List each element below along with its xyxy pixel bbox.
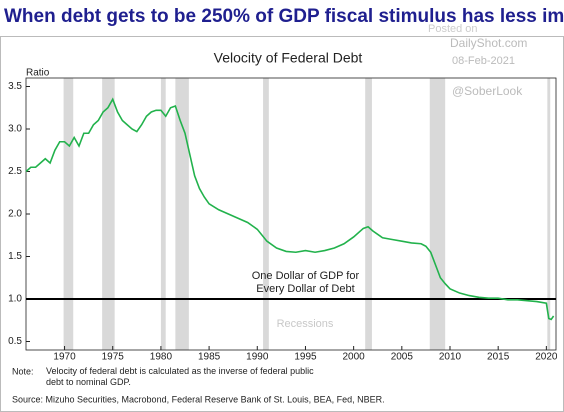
x-tick-label: 1980 xyxy=(150,352,173,363)
page-title: When debt gets to be 250% of GDP fiscal … xyxy=(4,6,564,27)
y-tick-label: 1.5 xyxy=(8,251,22,262)
reference-label: One Dollar of GDP for Every Dollar of De… xyxy=(251,270,360,295)
recession-band xyxy=(63,78,74,350)
note-label: Note: xyxy=(12,366,34,376)
x-tick-label: 1985 xyxy=(198,352,221,363)
source: Source: Mizuho Securities, Macrobond, Fe… xyxy=(12,394,385,404)
y-tick-label: 3.5 xyxy=(8,81,22,92)
chart-title: Velocity of Federal Debt xyxy=(214,50,363,66)
watermark: 08-Feb-2021 xyxy=(452,55,515,67)
y-tick-label: 3.0 xyxy=(8,124,22,135)
data-line xyxy=(25,97,555,321)
x-tick-label: 1975 xyxy=(102,352,125,363)
watermark: DailyShot.com xyxy=(450,36,527,50)
watermark: Posted on xyxy=(428,23,478,35)
recession-band xyxy=(160,78,166,350)
note: Velocity of federal debt is calculated a… xyxy=(46,366,314,387)
x-tick-label: 2010 xyxy=(439,352,462,363)
x-tick-label: 2000 xyxy=(343,352,366,363)
recession-label: Recessions xyxy=(277,318,334,330)
recession-band xyxy=(547,78,551,350)
recession-band xyxy=(102,78,115,350)
recession-band xyxy=(365,78,372,350)
y-tick-label: 0.5 xyxy=(8,336,22,347)
x-tick-label: 1970 xyxy=(53,352,76,363)
x-tick-label: 2005 xyxy=(391,352,414,363)
y-tick-label: 2.5 xyxy=(8,166,22,177)
recession-band xyxy=(175,78,189,350)
y-tick-label: 2.0 xyxy=(8,209,22,220)
watermark: @SoberLook xyxy=(452,84,523,98)
recession-band xyxy=(263,78,269,350)
y-tick-label: 1.0 xyxy=(8,294,22,305)
x-tick-label: 2015 xyxy=(487,352,510,363)
recession-band xyxy=(429,78,446,350)
x-tick-label: 1990 xyxy=(246,352,269,363)
x-tick-label: 2020 xyxy=(535,352,558,363)
x-tick-label: 1995 xyxy=(294,352,317,363)
y-axis-label: Ratio xyxy=(26,68,50,79)
